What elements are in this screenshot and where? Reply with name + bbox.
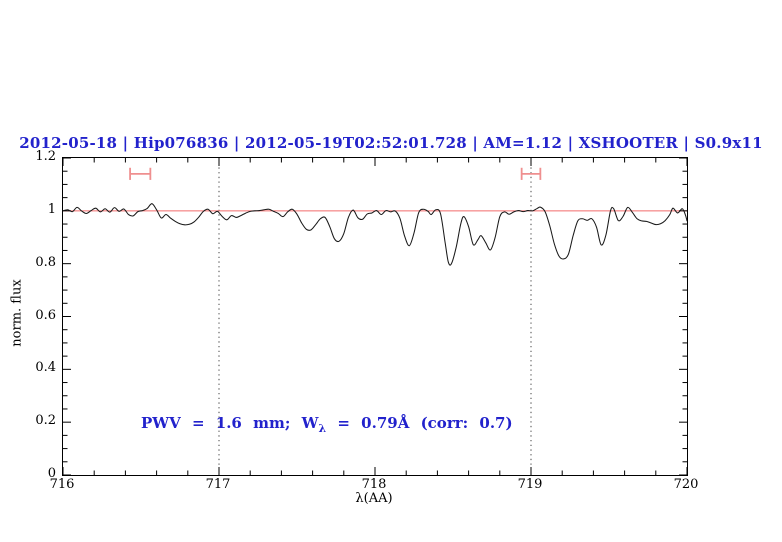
x-tick-label: 717 [205,477,231,492]
pwv-annotation: PWV = 1.6 mm; Wλ = 0.79Å (corr: 0.7) [141,414,513,435]
y-tick-label: 0.2 [35,413,56,429]
x-tick-label: 716 [49,477,75,492]
x-tick-label: 718 [361,477,387,492]
spectrum-line [63,203,687,266]
y-tick-label: 0.8 [35,254,56,270]
y-tick-label: 0.6 [35,307,56,323]
spectrum-chart [63,158,687,475]
axis-ticks [63,158,687,475]
annotation-suffix: = 0.79Å (corr: 0.7) [326,414,513,432]
y-tick-label: 1 [47,201,56,217]
band-range-marker [520,167,542,180]
annotation-prefix: PWV = 1.6 mm; W [141,414,319,432]
y-tick-label: 0.4 [35,360,56,376]
y-tick-label: 1.2 [35,149,56,164]
annotation-lambda-subscript: λ [318,422,327,435]
x-tick-label: 720 [673,477,699,492]
x-axis-title: λ(AA) [355,491,393,506]
plot-area: PWV = 1.6 mm; Wλ = 0.79Å (corr: 0.7) [62,157,688,476]
band-range-marker [129,167,152,180]
x-tick-label: 719 [517,477,543,492]
plot-title: 2012-05-18 | Hip076836 | 2012-05-19T02:5… [19,134,763,152]
y-tick-label: 0 [47,466,56,481]
